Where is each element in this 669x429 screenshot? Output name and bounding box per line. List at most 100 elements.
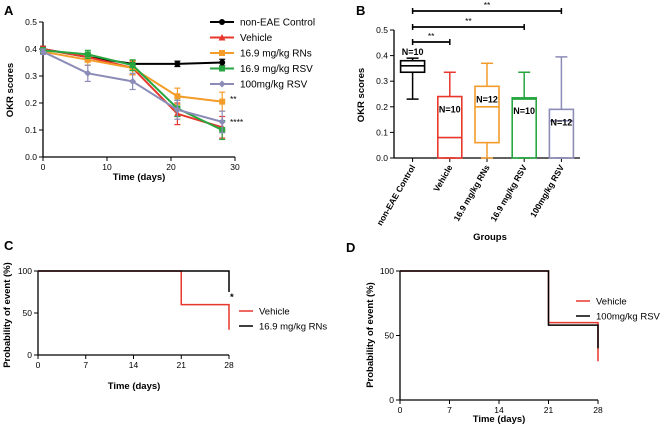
panel-b-box-chart: 0.0 0.1 0.2 0.3 0.4 0.5 non-EAE Control Vehicle…: [356, 0, 580, 243]
c-y-tick-label: 0: [27, 350, 32, 360]
a-x-tick-label: 20: [166, 162, 176, 172]
a-data-point: [219, 59, 226, 66]
a-legend-label: 100mg/kg RSV: [240, 80, 308, 91]
a-data-point: [174, 60, 181, 67]
panel-label-a: A: [4, 3, 14, 18]
c-legend-label: 16.9 mg/kg RNs: [259, 322, 327, 333]
a-y-tick-label: 0.5: [25, 17, 37, 27]
a-x-tick-label: 30: [230, 162, 240, 172]
c-annotation: *: [230, 292, 234, 303]
b-x-label: Groups: [473, 232, 507, 243]
b-x-tick-label: 16.9 mg/kg RSV: [488, 163, 529, 224]
b-n-label: N=12: [476, 94, 498, 104]
a-y-tick-label: 0.3: [25, 71, 37, 81]
a-data-point: [219, 98, 226, 105]
b-y-tick-label: 0.4: [376, 51, 388, 61]
panel-a-line-chart: 0 10 20 30 0.0 0.1 0.2 0.3 0.4 0.5 OKR scores Tim…: [5, 17, 315, 183]
c-x-tick-label: 14: [129, 360, 139, 370]
a-x-label: Time (days): [113, 172, 166, 183]
a-y-tick-label: 0.1: [25, 125, 37, 135]
d-x-tick-label: 0: [398, 405, 403, 415]
b-x-tick-label: 16.9 mg/kg RNs: [451, 163, 491, 223]
b-y-tick-label: 0.0: [376, 153, 388, 163]
d-series-line: [400, 270, 599, 362]
b-significance-label: **: [484, 0, 491, 10]
b-n-label: N=10: [439, 105, 461, 115]
c-legend: Vehicle 16.9 mg/kg RNs: [239, 307, 327, 333]
d-x-tick-label: 7: [447, 405, 452, 415]
a-legend-label: non-EAE Control: [240, 18, 315, 29]
b-box: [474, 85, 500, 144]
a-legend: non-EAE Control Vehicle 16.9 mg/kg RNs 16.9…: [210, 18, 315, 91]
a-data-point: [84, 51, 91, 58]
a-legend-label: Vehicle: [240, 33, 273, 44]
b-n-label: N=12: [551, 117, 573, 127]
c-series-line: [38, 270, 230, 330]
a-data-point: [129, 62, 136, 69]
a-legend-label: 16.9 mg/kg RSV: [240, 64, 313, 75]
b-box: [436, 95, 463, 159]
c-legend-label: Vehicle: [259, 307, 290, 318]
d-legend-label: 100mg/kg RSV: [596, 312, 661, 323]
a-legend-marker: [219, 19, 225, 25]
a-annotation-vehicle: ****: [230, 117, 244, 127]
a-x-tick-label: 0: [41, 162, 46, 172]
panel-label-c: C: [4, 238, 14, 253]
a-y-label: OKR scores: [5, 63, 16, 117]
d-x-tick-label: 14: [494, 405, 504, 415]
c-x-tick-label: 28: [224, 360, 234, 370]
a-y-tick-label: 0.2: [25, 98, 37, 108]
c-x-tick-label: 0: [36, 360, 41, 370]
b-y-tick-label: 0.5: [376, 25, 388, 35]
c-y-tick-label: 100: [18, 266, 32, 276]
c-y-label: Probability of event (%): [2, 262, 13, 368]
b-x-tick-label: non-EAE Control: [374, 163, 417, 227]
b-significance-label: **: [428, 31, 435, 41]
c-x-tick-label: 7: [83, 360, 88, 370]
b-n-label: N=10: [402, 47, 424, 57]
c-x-tick-label: 21: [177, 360, 187, 370]
b-box: [548, 108, 575, 159]
d-y-tick-label: 100: [380, 266, 394, 276]
a-data-point: [218, 118, 226, 126]
panel-label-d: D: [346, 240, 355, 255]
c-x-label: Time (days): [108, 381, 161, 392]
a-legend-label: 16.9 mg/kg RNs: [240, 49, 312, 60]
b-box: [511, 97, 538, 159]
d-y-tick-label: 50: [385, 331, 395, 341]
a-legend-marker: [219, 65, 225, 72]
d-x-tick-label: 21: [544, 405, 554, 415]
a-legend-marker: [218, 80, 226, 88]
a-legend-marker: [218, 34, 226, 41]
a-data-point: [173, 106, 181, 114]
b-y-tick-label: 0.2: [376, 102, 388, 112]
b-x-tick-label: Vehicle: [431, 163, 454, 194]
c-y-tick-label: 50: [23, 308, 33, 318]
a-x-tick-label: 10: [102, 162, 112, 172]
b-significance-label: **: [465, 16, 472, 26]
b-y-label: OKR scores: [356, 68, 367, 122]
a-y-tick-label: 0.4: [25, 44, 37, 54]
a-data-point: [174, 93, 181, 100]
d-y-label: Probability of event (%): [365, 282, 376, 388]
d-legend: Vehicle 100mg/kg RSV: [576, 297, 661, 323]
b-x-tick-label: 100mg/kg RSV: [528, 163, 566, 219]
a-y-tick-label: 0.0: [25, 152, 37, 162]
b-n-label: N=10: [513, 106, 535, 116]
d-y-tick-label: 0: [389, 395, 394, 405]
d-x-label: Time (days): [473, 414, 526, 425]
a-legend-marker: [219, 50, 225, 56]
a-annotation-rns: **: [230, 94, 237, 104]
a-data-point: [39, 48, 47, 56]
a-data-point: [129, 77, 137, 85]
a-data-point: [84, 69, 92, 77]
c-series-line: [38, 270, 230, 292]
b-y-tick-label: 0.3: [376, 76, 388, 86]
panel-label-b: B: [356, 3, 365, 18]
d-x-tick-label: 28: [593, 405, 603, 415]
a-data-point: [84, 56, 91, 63]
b-y-tick-label: 0.1: [376, 127, 388, 137]
